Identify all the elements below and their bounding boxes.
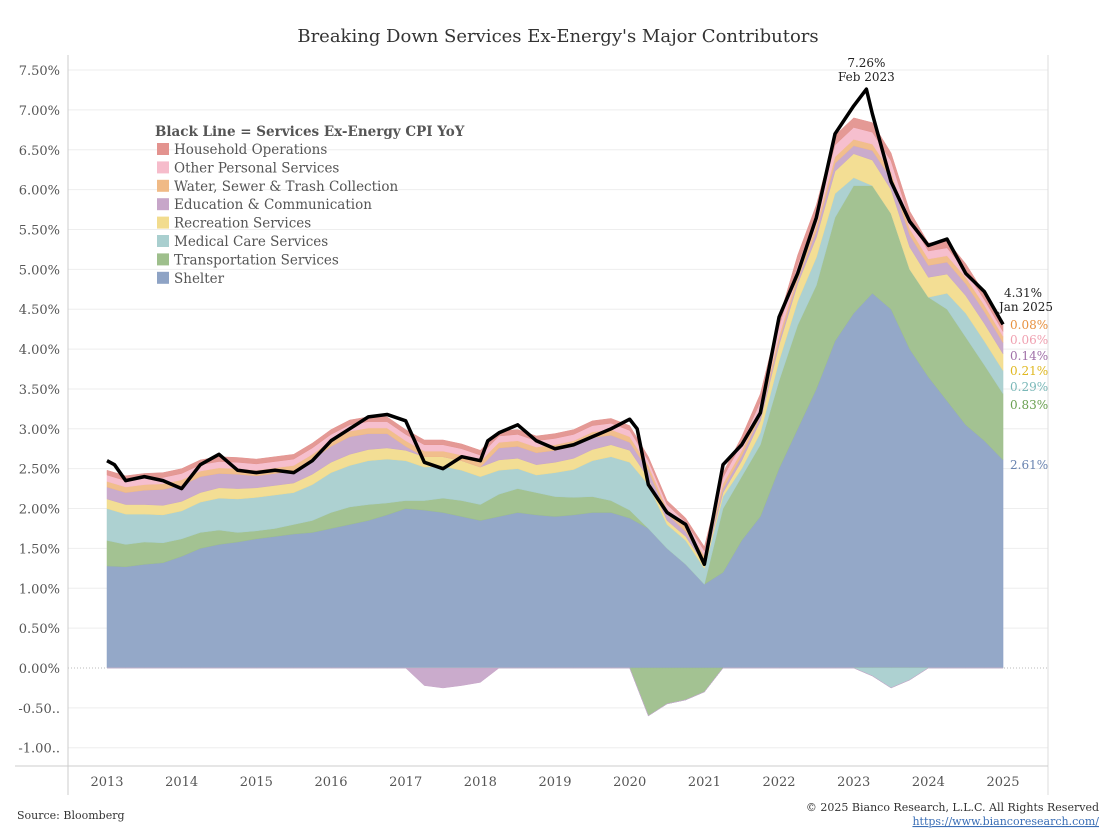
y-tick-label: -0.50.. <box>18 702 60 717</box>
latest-date-label: Jan 2025 <box>997 300 1053 314</box>
legend-item: Recreation Services <box>174 216 311 232</box>
y-tick-label: 0.00% <box>19 662 60 677</box>
end-label: 0.29% <box>1010 380 1048 394</box>
y-tick-label: 4.50% <box>19 303 60 318</box>
legend-item: Shelter <box>174 271 225 287</box>
legend-item: Water, Sewer & Trash Collection <box>174 179 398 195</box>
end-label: 0.08% <box>1010 318 1048 332</box>
end-label: 0.14% <box>1010 349 1048 363</box>
y-tick-label: 3.00% <box>19 423 60 438</box>
x-tick-label: 2017 <box>389 775 422 790</box>
legend-swatch <box>157 161 169 174</box>
y-tick-label: 7.50% <box>19 64 60 79</box>
x-tick-label: 2024 <box>912 775 945 790</box>
y-tick-label: 1.00% <box>19 582 60 597</box>
stacked-areas <box>106 117 1004 717</box>
end-labels: 2.61% 0.83% 0.29% 0.21%0.14% 0.08%0.06% 7.26%… <box>838 56 1053 472</box>
area-negative-transportation-services <box>107 667 1004 717</box>
y-tick-label: 2.00% <box>19 503 60 518</box>
latest-value-label: 4.31% <box>1004 286 1042 300</box>
area-negative-medical-care-services <box>107 667 1004 717</box>
y-tick-label: 3.50% <box>19 383 60 398</box>
x-tick-label: 2019 <box>538 775 571 790</box>
area-negative-education-communication <box>107 667 1004 717</box>
y-tick-label: 0.50% <box>19 622 60 637</box>
y-tick-label: 4.00% <box>19 343 60 358</box>
x-tick-label: 2023 <box>837 775 870 790</box>
axes: 7.50% 7.00% 6.50% 6.00% 5.50% 5.00% 4.50% 4.00%… <box>15 55 1049 795</box>
legend-swatch <box>157 198 169 211</box>
y-tick-label: 2.50% <box>19 463 60 478</box>
x-tick-label: 2013 <box>90 775 123 790</box>
end-label: 0.21% <box>1010 364 1048 378</box>
x-tick-label: 2016 <box>314 775 347 790</box>
x-tick-label: 2018 <box>464 775 497 790</box>
legend-swatch <box>157 216 169 229</box>
x-tick-label: 2025 <box>986 775 1019 790</box>
y-tick-label: 7.00% <box>19 104 60 119</box>
end-label: 0.06% <box>1010 333 1048 347</box>
legend-swatch <box>157 253 169 266</box>
legend: Black Line = Services Ex-Energy CPI YoY … <box>155 124 465 287</box>
x-tick-label: 2015 <box>240 775 273 790</box>
x-tick-label: 2014 <box>165 775 198 790</box>
y-tick-label: 1.50% <box>19 542 60 557</box>
legend-item: Medical Care Services <box>174 234 328 250</box>
chart-title: Breaking Down Services Ex-Energy's Major… <box>297 26 818 47</box>
y-tick-label: 5.50% <box>19 223 60 238</box>
x-tick-label: 2022 <box>762 775 795 790</box>
y-tick-label: 5.00% <box>19 263 60 278</box>
copyright: © 2025 Bianco Research, L.L.C. All Right… <box>806 801 1099 814</box>
legend-item: Transportation Services <box>174 252 339 268</box>
end-label: 0.83% <box>1010 398 1048 412</box>
x-tick-label: 2020 <box>613 775 646 790</box>
source-note: Source: Bloomberg <box>17 809 125 822</box>
y-tick-label: 6.00% <box>19 184 60 199</box>
legend-item: Household Operations <box>174 142 327 158</box>
legend-item: Other Personal Services <box>174 160 339 176</box>
legend-item: Education & Communication <box>174 197 372 213</box>
total-line-layer <box>106 87 1005 567</box>
legend-swatch <box>157 235 169 247</box>
x-tick-label: 2021 <box>688 775 721 790</box>
legend-swatch <box>157 271 169 284</box>
y-tick-label: -1.00.. <box>18 742 60 757</box>
y-tick-label: 6.50% <box>19 144 60 159</box>
website-link[interactable]: https://www.biancoresearch.com/ <box>912 815 1099 828</box>
end-label: 2.61% <box>1010 458 1048 472</box>
peak-date-label: Feb 2023 <box>838 70 895 84</box>
legend-swatch <box>157 179 169 192</box>
legend-title: Black Line = Services Ex-Energy CPI YoY <box>155 124 465 140</box>
peak-value-label: 7.26% <box>847 56 885 70</box>
legend-swatch <box>157 143 169 155</box>
total-line <box>106 87 1005 567</box>
